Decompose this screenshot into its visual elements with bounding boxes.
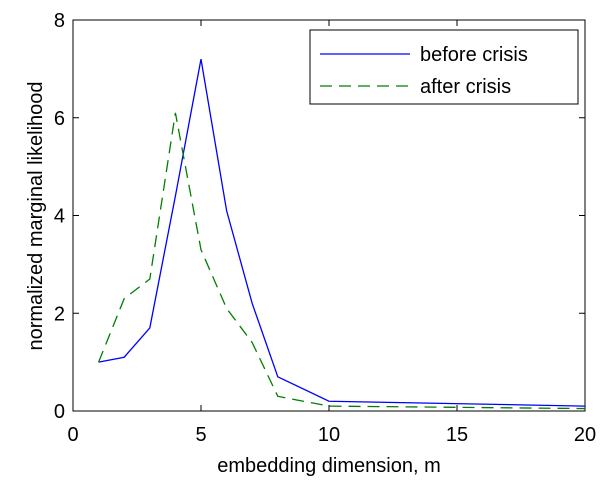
y-tick-label: 6 <box>54 108 65 130</box>
legend-label: after crisis <box>420 76 511 98</box>
y-tick-label: 2 <box>54 303 65 325</box>
x-tick-label: 5 <box>195 424 206 446</box>
legend-label: before crisis <box>420 44 528 66</box>
x-tick-label: 0 <box>67 424 78 446</box>
x-axis-label: embedding dimension, m <box>217 455 440 477</box>
x-tick-label: 20 <box>574 424 596 446</box>
y-tick-label: 8 <box>54 10 65 32</box>
y-tick-label: 4 <box>54 206 65 228</box>
x-tick-label: 10 <box>318 424 340 446</box>
y-axis-label: normalized marginal likelihood <box>25 81 47 350</box>
legend-box <box>309 29 579 105</box>
data-line <box>98 58 586 407</box>
x-tick-label: 15 <box>446 424 468 446</box>
data-line <box>97 112 586 410</box>
y-tick-label: 0 <box>54 401 65 423</box>
